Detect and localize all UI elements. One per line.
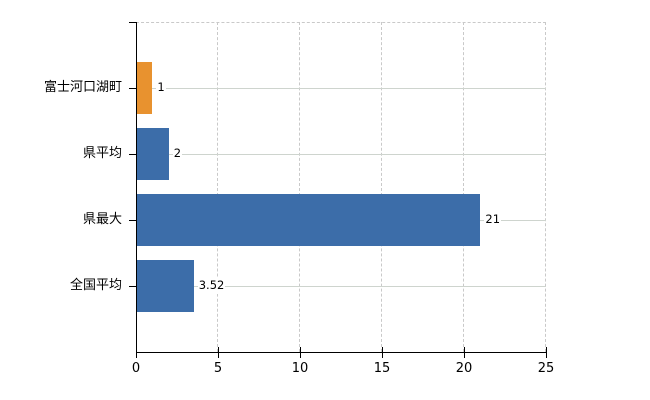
horizontal-gridline — [136, 88, 546, 89]
x-tick-label: 0 — [131, 361, 141, 376]
y-axis-line — [136, 22, 137, 353]
bar-value-label: 21 — [484, 211, 502, 228]
x-tick-label: 5 — [213, 361, 223, 376]
bar-value-label: 2 — [172, 145, 183, 162]
x-tick-label: 10 — [291, 361, 309, 376]
horizontal-gridline — [136, 154, 546, 155]
bar — [136, 260, 194, 312]
x-tick-label: 20 — [455, 361, 473, 376]
vertical-gridline — [299, 22, 300, 352]
plot-top-border — [136, 22, 546, 23]
x-axis-line — [136, 352, 547, 353]
y-axis-tick — [129, 220, 136, 221]
category-label: 県平均 — [82, 146, 122, 161]
y-axis-top-tick — [129, 22, 136, 23]
plot-area: 1 2 21 3.52 0 5 10 15 20 25 — [129, 22, 554, 376]
x-tick-label: 15 — [373, 361, 391, 376]
bar-value-label: 1 — [156, 79, 166, 96]
vertical-gridline — [217, 22, 218, 352]
bar — [136, 128, 169, 180]
x-tick-label: 25 — [537, 361, 555, 376]
vertical-gridline — [381, 22, 382, 352]
horizontal-gridline — [136, 286, 546, 287]
bar-value-label: 3.52 — [197, 277, 226, 294]
bar — [136, 62, 153, 114]
vertical-gridline — [545, 22, 546, 352]
category-label: 県最大 — [82, 212, 122, 227]
category-labels: 富士河口湖町県平均県最大全国平均 — [0, 0, 122, 400]
y-axis-tick — [129, 88, 136, 89]
bar — [136, 194, 481, 246]
category-label: 富士河口湖町 — [43, 80, 122, 95]
vertical-gridline — [463, 22, 464, 352]
category-label: 全国平均 — [69, 278, 122, 293]
y-axis-tick — [129, 154, 136, 155]
y-axis-tick — [129, 286, 136, 287]
